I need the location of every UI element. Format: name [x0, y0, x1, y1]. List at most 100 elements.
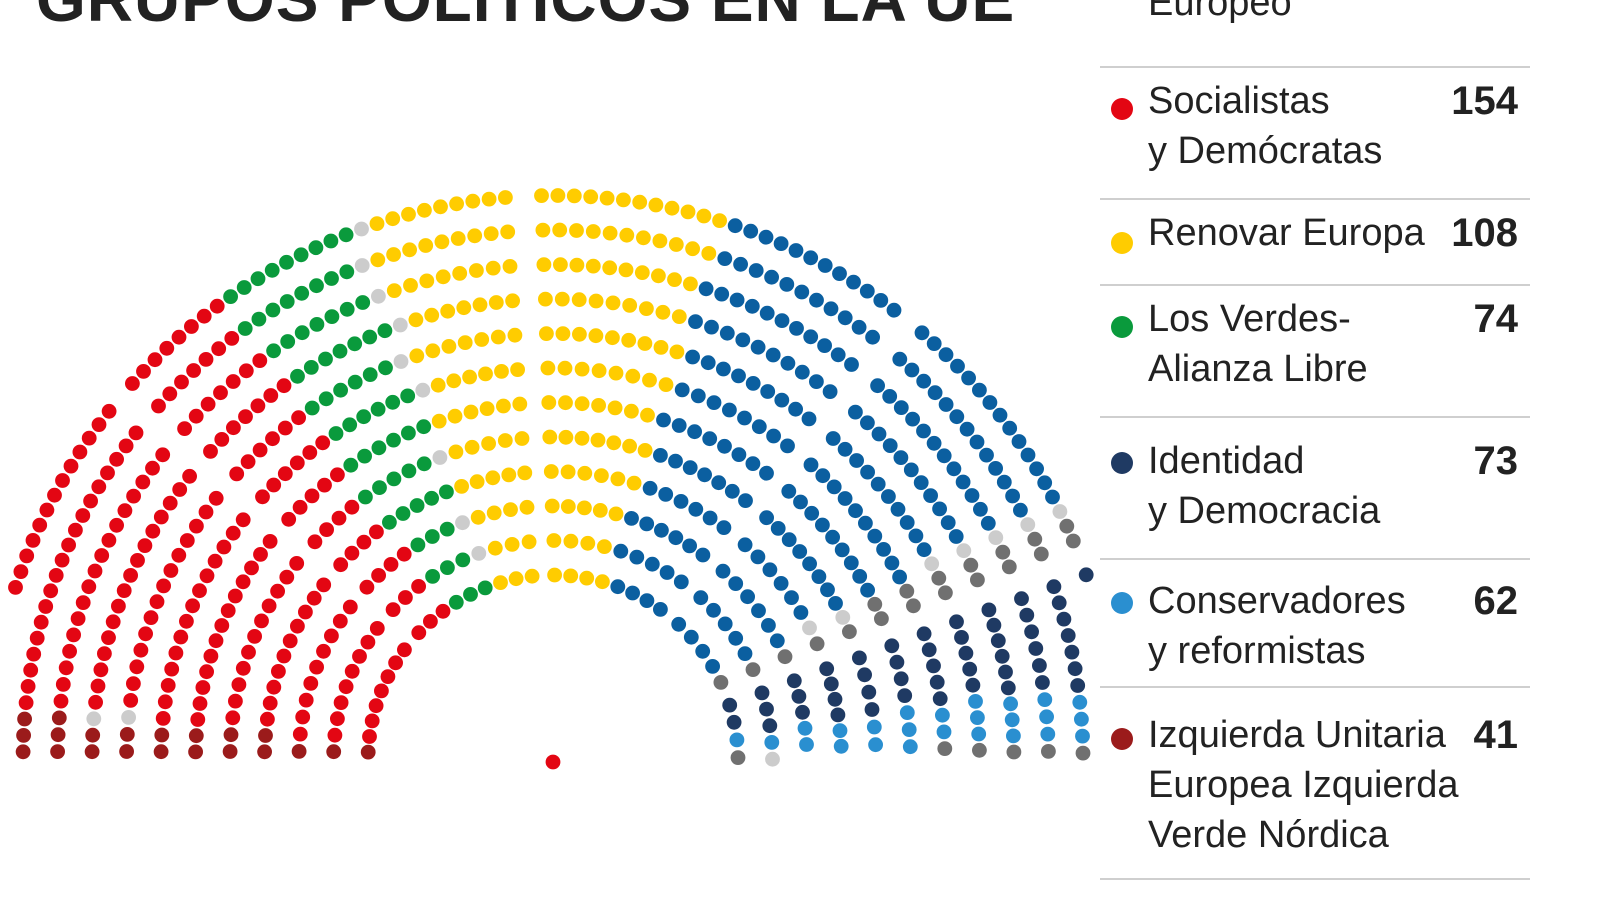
seat-epp: [936, 448, 952, 464]
seat-renew: [592, 503, 608, 518]
seat-sd: [203, 648, 219, 664]
seat-renew: [541, 395, 557, 410]
seat-epp: [625, 585, 640, 601]
seat-renew: [462, 369, 477, 385]
seat-epp: [823, 301, 839, 317]
seat-sd: [250, 398, 266, 414]
seat-greens: [309, 317, 325, 332]
seat-id: [819, 661, 835, 677]
seat-renew: [608, 506, 624, 522]
seat-renew: [485, 260, 501, 276]
seat-greens: [250, 271, 266, 287]
seat-renew: [481, 191, 497, 207]
seat-sd: [315, 435, 331, 451]
seat-sd: [306, 590, 322, 606]
seat-epp: [682, 538, 697, 554]
seat-sd: [111, 598, 126, 614]
seat-renew: [664, 200, 680, 216]
legend-dot-greens: [1111, 316, 1133, 338]
seat-sd: [397, 642, 412, 658]
seat-renew: [386, 247, 401, 262]
seat-epp: [946, 461, 962, 477]
seat-id: [1078, 567, 1094, 583]
legend-value-sd: 154: [1451, 79, 1518, 123]
seat-sd: [174, 374, 189, 390]
seat-epp: [852, 569, 868, 584]
seat-epp: [884, 555, 900, 571]
seat-epp: [764, 269, 779, 285]
seat-epp: [820, 582, 835, 598]
seat-ecr: [866, 719, 882, 735]
seat-epp: [762, 562, 778, 578]
seat-ni: [874, 611, 889, 627]
seat-renew: [510, 362, 525, 377]
seat-sd: [225, 525, 241, 541]
seat-epp: [727, 218, 743, 234]
seat-epp: [642, 480, 658, 496]
seat-sd: [200, 396, 216, 412]
seat-sd: [276, 378, 292, 394]
seat-epp: [964, 488, 980, 503]
seat-greens: [304, 400, 320, 416]
seat-other: [1020, 517, 1036, 532]
seat-renew: [401, 206, 416, 222]
seat-renew: [585, 258, 601, 274]
seat-sd: [75, 508, 91, 523]
seat-greens: [425, 569, 440, 584]
seat-epp: [959, 421, 975, 437]
seat-greens: [410, 537, 426, 553]
seat-renew: [508, 571, 524, 587]
seat-epp: [988, 461, 1003, 476]
seat-other: [354, 221, 369, 237]
seat-sd: [156, 578, 172, 594]
seat-other: [392, 317, 408, 333]
seat-epp: [629, 549, 645, 565]
seat-sd: [333, 695, 349, 710]
seat-renew: [464, 439, 480, 455]
seat-gue: [119, 744, 134, 759]
seat-sd: [271, 664, 286, 679]
seat-sd: [143, 610, 159, 625]
legend-row-id: Identidad y Democracia 73: [1100, 418, 1530, 560]
seat-renew: [669, 344, 685, 360]
seat-sd: [97, 646, 112, 661]
seat-epp: [792, 544, 808, 559]
seat-ecr: [970, 710, 985, 725]
seat-epp: [803, 457, 819, 473]
seat-sd: [118, 438, 134, 454]
seat-id: [994, 648, 1010, 664]
seat-sd: [81, 579, 97, 595]
seat-epp: [716, 520, 732, 535]
seat-greens: [455, 552, 471, 568]
seat-sd: [126, 488, 141, 504]
seat-sd: [238, 409, 253, 424]
seat-epp: [913, 475, 929, 490]
seat-sd: [270, 583, 285, 599]
seat-sd: [216, 539, 232, 555]
seat-epp: [715, 563, 731, 579]
seat-renew: [597, 539, 612, 554]
seat-id: [1019, 607, 1035, 623]
seat-epp: [758, 229, 774, 245]
seat-renew: [579, 570, 595, 586]
seat-ecr: [1039, 709, 1054, 725]
seat-sd: [307, 534, 323, 550]
seat-epp: [688, 314, 703, 329]
seat-epp: [688, 501, 704, 517]
seat-sd: [155, 447, 171, 463]
legend-value-id: 73: [1473, 439, 1519, 483]
seat-id: [926, 658, 941, 674]
seat-sd: [359, 579, 375, 595]
seat-epp: [685, 349, 700, 365]
seat-sd: [179, 533, 195, 548]
seat-renew: [536, 257, 552, 272]
seat-epp: [750, 339, 766, 355]
seat-sd: [133, 642, 149, 658]
seat-renew: [470, 509, 486, 525]
seat-renew: [595, 574, 610, 590]
seat-renew: [637, 336, 653, 351]
seat-epp: [766, 428, 781, 444]
seat-greens: [385, 394, 401, 410]
seat-epp: [793, 494, 808, 510]
seat-epp: [745, 456, 761, 471]
